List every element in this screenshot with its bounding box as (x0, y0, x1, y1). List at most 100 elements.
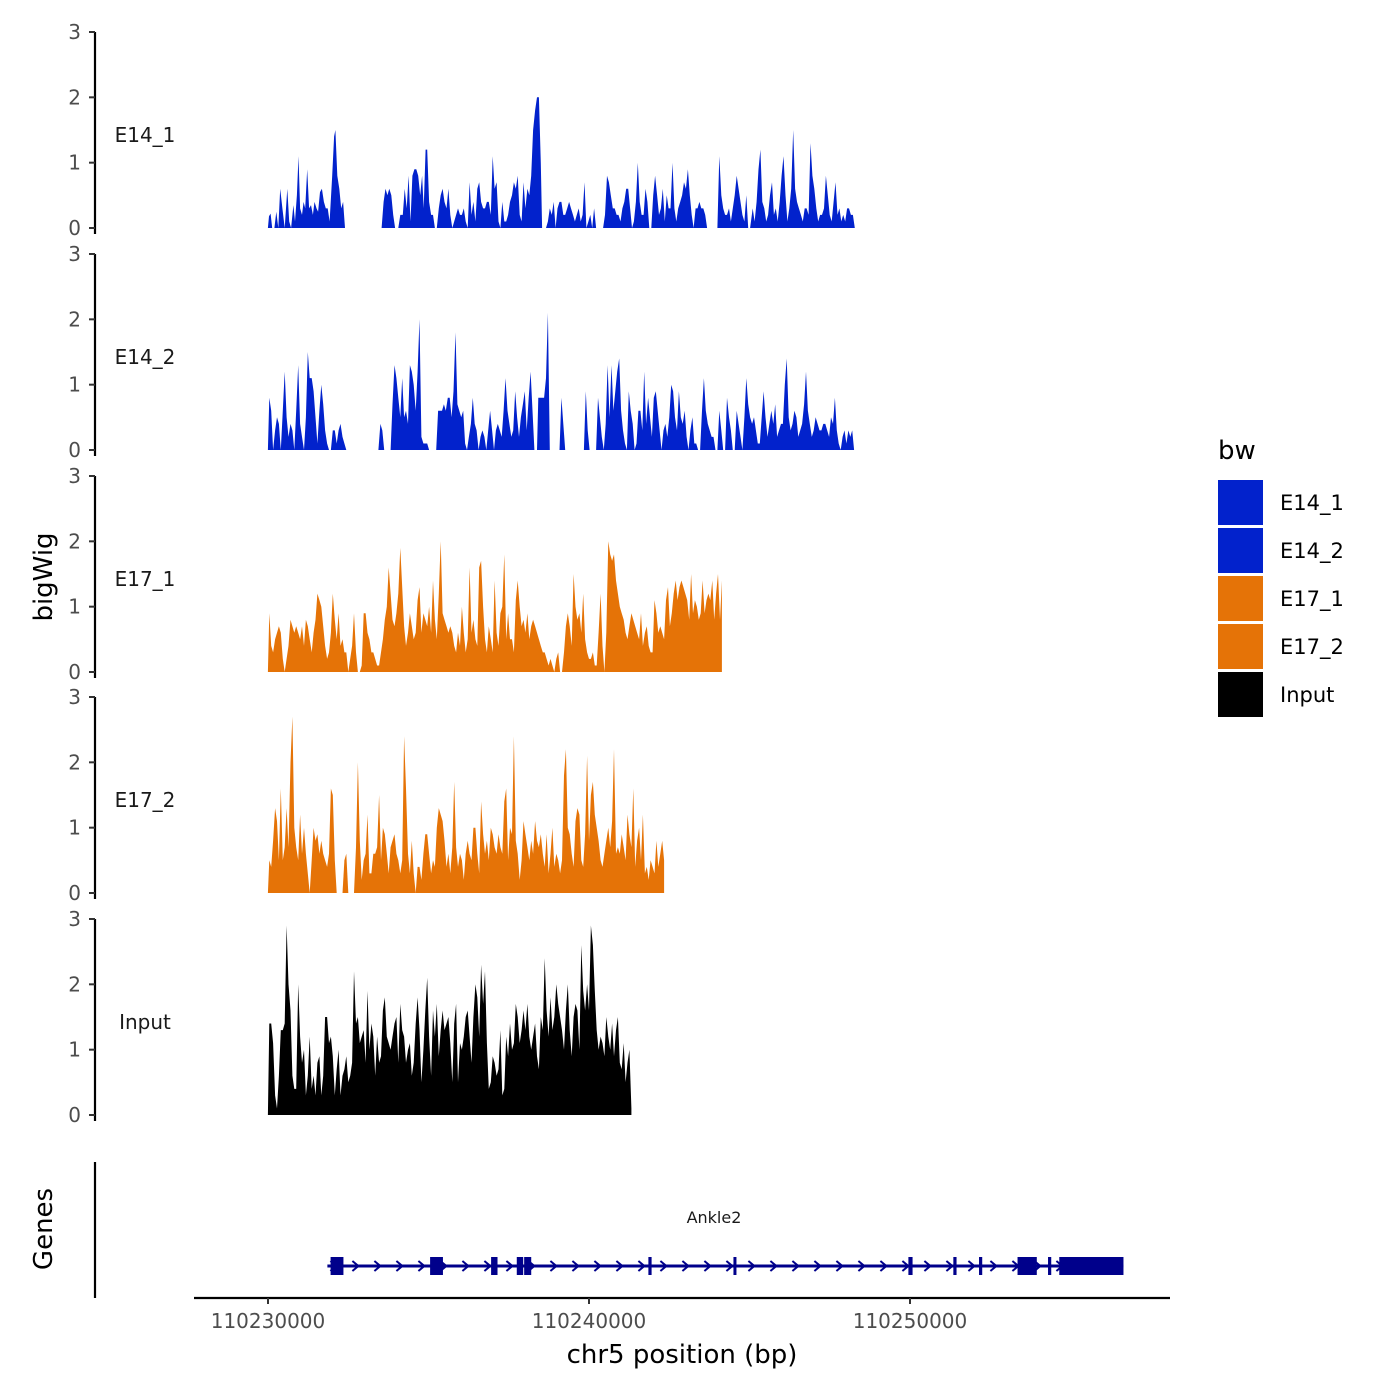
y-axis-E14_1: 0 1 2 3 E14_1 (68, 20, 175, 240)
exon (648, 1257, 652, 1275)
exon (1017, 1257, 1037, 1275)
strand-arrow (769, 1260, 778, 1272)
strand-arrow (571, 1260, 580, 1272)
exon (953, 1257, 957, 1275)
legend-label: E14_1 (1280, 491, 1344, 516)
strand-arrow (725, 1260, 734, 1272)
strand-arrow (901, 1260, 910, 1272)
strand-arrow (505, 1260, 514, 1272)
exon (733, 1257, 737, 1275)
strand-arrow (659, 1260, 668, 1272)
y-tick-label: 2 (68, 750, 81, 774)
exon (430, 1257, 443, 1275)
legend: bw E14_1 E14_2 E17_1 E17_2 Input (1218, 436, 1344, 717)
y-tick-label: 3 (68, 685, 81, 709)
exon (908, 1257, 913, 1275)
legend-label: E17_2 (1280, 635, 1344, 660)
legend-label: Input (1280, 683, 1334, 707)
legend-swatch (1218, 480, 1263, 525)
exon (330, 1257, 344, 1275)
y-tick-label: 0 (68, 216, 81, 240)
exon (491, 1257, 498, 1275)
y-tick-label: 0 (68, 660, 81, 684)
area-E17_2-1 (342, 853, 349, 893)
exon (1059, 1257, 1124, 1275)
area-E14_2-6 (596, 358, 855, 450)
legend-swatch (1218, 672, 1263, 717)
strand-arrow (681, 1260, 690, 1272)
legend-swatch (1218, 624, 1263, 669)
x-axis-title: chr5 position (bp) (567, 1340, 798, 1370)
track-label-E14_1: E14_1 (115, 123, 176, 147)
x-tick-label: 110240000 (532, 1309, 647, 1333)
area-E17_2-0 (267, 716, 337, 893)
exon (1048, 1257, 1052, 1275)
strand-arrow (923, 1260, 932, 1272)
area-E17_2-2 (354, 736, 665, 893)
strand-arrow (615, 1260, 624, 1272)
strand-arrow (373, 1260, 382, 1272)
y-tick-label: 1 (68, 1038, 81, 1062)
genes-track: Genes Ankle2 (29, 1162, 1124, 1298)
exon (516, 1257, 524, 1275)
legend-swatch (1218, 576, 1263, 621)
y-tick-label: 2 (68, 529, 81, 553)
exon (524, 1257, 532, 1275)
strand-arrow (879, 1260, 888, 1272)
area-E14_1-0 (267, 130, 347, 228)
x-tick-label: 110250000 (853, 1309, 968, 1333)
strand-arrow (857, 1260, 866, 1272)
legend-title: bw (1218, 436, 1256, 466)
y-tick-label: 3 (68, 242, 81, 266)
strand-arrow (351, 1260, 360, 1272)
y-tick-label: 1 (68, 816, 81, 840)
y-axis-E17_1: 0 1 2 3 E17_1 (68, 464, 175, 684)
area-Input-0 (267, 925, 632, 1115)
area-E14_2-4 (559, 397, 568, 450)
y-tick-label: 0 (68, 1103, 81, 1127)
track-E14_1 (267, 97, 855, 228)
strand-arrow (835, 1260, 844, 1272)
y-tick-label: 0 (68, 438, 81, 462)
gene-label: Ankle2 (687, 1208, 742, 1227)
legend-label: E14_2 (1280, 539, 1344, 564)
area-E14_2-3 (436, 312, 552, 450)
y-tick-label: 1 (68, 373, 81, 397)
track-E14_2 (267, 312, 855, 450)
strand-arrow (637, 1260, 646, 1272)
area-E14_1-3 (716, 130, 855, 228)
y-tick-label: 3 (68, 464, 81, 488)
y-axis-E17_2: 0 1 2 3 E17_2 (68, 685, 175, 905)
bigwig-tracks (267, 97, 855, 1115)
y-axis-Input: 0 1 2 3 Input (68, 907, 171, 1127)
area-E14_1-1 (381, 97, 598, 228)
legend-item-E17_2: E17_2 (1218, 624, 1344, 669)
legend-label: E17_1 (1280, 587, 1344, 612)
track-label-E14_2: E14_2 (115, 345, 176, 369)
track-Input (267, 925, 632, 1115)
legend-item-E14_2: E14_2 (1218, 528, 1344, 573)
y-axis-E14_2: 0 1 2 3 E14_2 (68, 242, 175, 462)
y-tick-label: 0 (68, 881, 81, 905)
track-E17_1 (267, 541, 722, 672)
area-E17_1-0 (267, 541, 722, 672)
y-tick-label: 2 (68, 972, 81, 996)
strand-arrow (747, 1260, 756, 1272)
y-tick-label: 3 (68, 20, 81, 44)
strand-arrow (549, 1260, 558, 1272)
legend-item-E17_1: E17_1 (1218, 576, 1344, 621)
track-label-Input: Input (119, 1010, 171, 1034)
x-tick-label: 110230000 (211, 1309, 326, 1333)
legend-swatch (1218, 528, 1263, 573)
strand-arrow (945, 1260, 954, 1272)
area-E14_2-1 (378, 423, 385, 450)
strand-arrow (813, 1260, 822, 1272)
exon (979, 1257, 983, 1275)
gene-Ankle2: Ankle2 (327, 1208, 1124, 1275)
strand-arrow (395, 1260, 404, 1272)
area-E14_1-2 (603, 162, 711, 228)
area-E14_2-0 (267, 352, 347, 450)
x-axis: 110230000 110240000 110250000 (194, 1296, 1170, 1333)
legend-item-E14_1: E14_1 (1218, 480, 1344, 525)
